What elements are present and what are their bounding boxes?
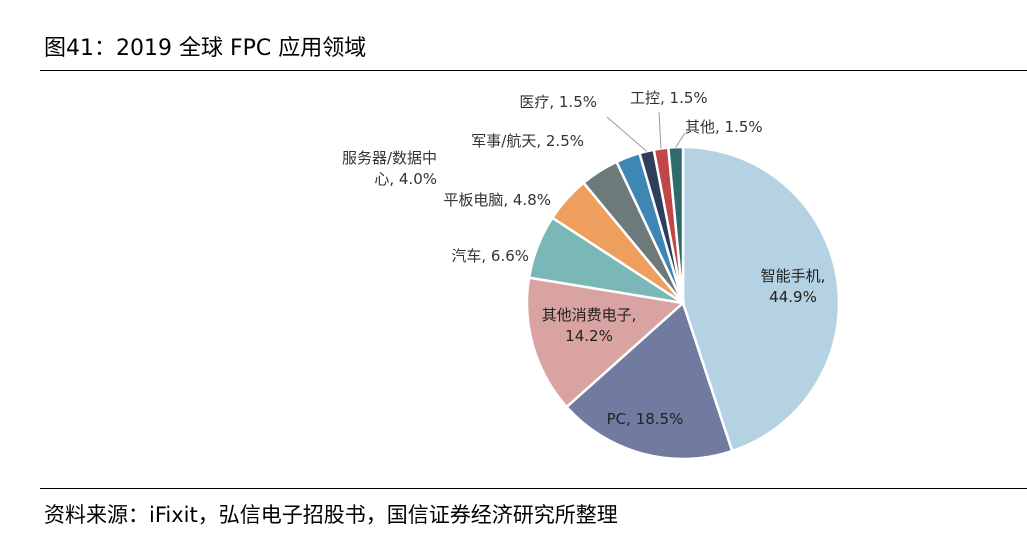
slice-label-5: 平板电脑, 4.8% [443,191,551,209]
leader-line-8 [606,116,647,152]
slice-label-1: 智能手机, 44.9% [761,267,826,306]
slice-label-8: 医疗, 1.5% [519,93,597,111]
source-note: 资料来源：iFixit，弘信电子招股书，国信证券经济研究所整理 [44,503,618,527]
slice-label-2: PC, 18.5% [607,410,684,428]
figure-title: 图41：2019 全球 FPC 应用领域 [44,36,367,61]
leader-line-9 [658,111,662,149]
slice-label-6: 服务器/数据中心, 4.0% [342,149,437,188]
leader-line-10 [675,132,686,148]
slice-label-7: 军事/航天, 2.5% [471,132,584,150]
slice-label-9: 工控, 1.5% [630,89,708,107]
pie-slice-10 [666,145,685,304]
pie-slice-1 [681,145,841,453]
slice-label-3: 其他消费电子, 14.2% [542,306,637,345]
slice-label-10: 其他, 1.5% [685,118,763,136]
source-divider [40,488,1027,489]
pie-slice-3 [525,276,686,409]
title-divider [40,70,1027,71]
pie-slice-2 [564,300,734,461]
slice-label-4: 汽车, 6.6% [451,247,529,265]
